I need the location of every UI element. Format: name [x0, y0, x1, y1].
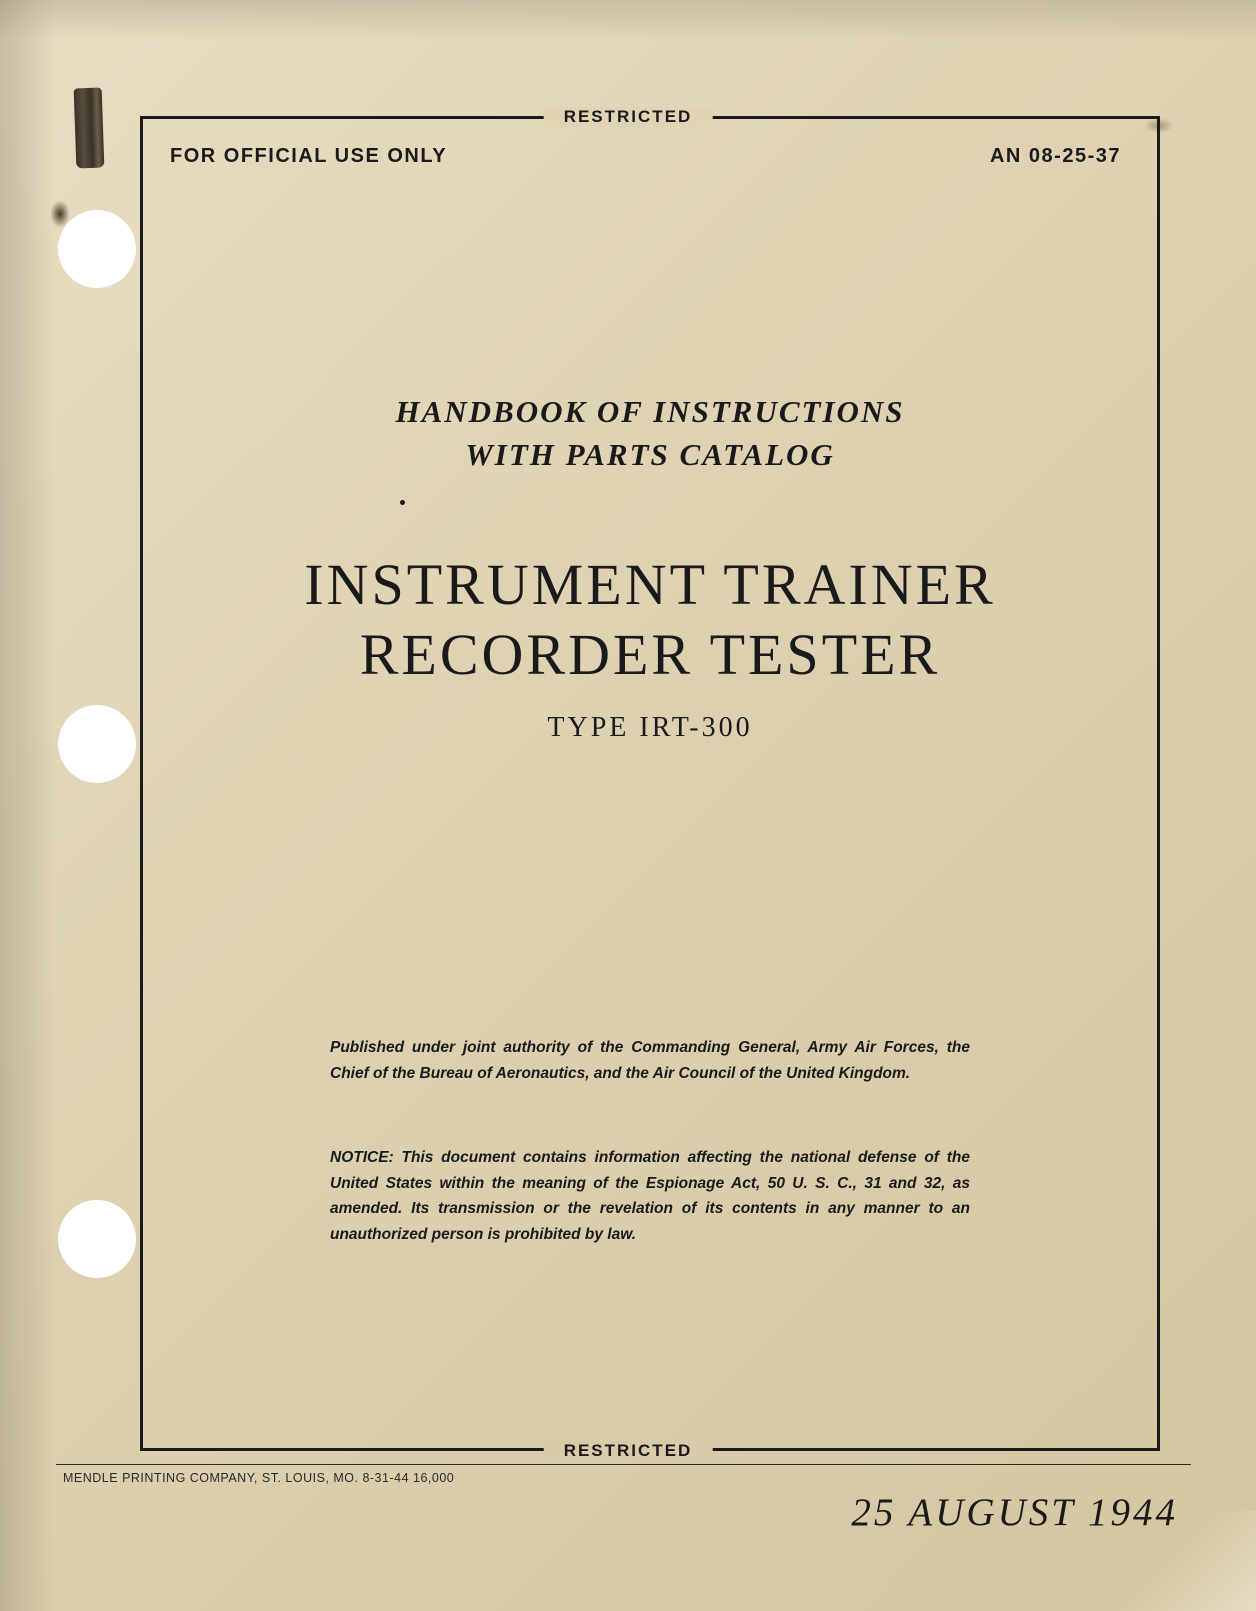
- content-border-frame: [140, 116, 1160, 1451]
- main-title: INSTRUMENT TRAINER RECORDER TESTER: [140, 550, 1160, 689]
- punch-hole-2: [58, 705, 136, 783]
- use-restriction-label: FOR OFFICIAL USE ONLY: [170, 145, 447, 168]
- document-page: RESTRICTED RESTRICTED FOR OFFICIAL USE O…: [0, 0, 1256, 1611]
- footer-rule: [56, 1464, 1191, 1465]
- punch-hole-1: [58, 210, 136, 288]
- main-title-line-1: INSTRUMENT TRAINER: [140, 550, 1160, 620]
- handbook-line-2: WITH PARTS CATALOG: [140, 433, 1160, 476]
- punch-hole-3: [58, 1200, 136, 1278]
- handbook-line-1: HANDBOOK OF INSTRUCTIONS: [140, 390, 1160, 433]
- type-designation: TYPE IRT-300: [140, 712, 1160, 744]
- edge-shadow-left: [0, 0, 55, 1611]
- staple-mark: [74, 88, 105, 169]
- classification-bottom: RESTRICTED: [544, 1441, 713, 1461]
- decorative-dot: [400, 500, 405, 505]
- main-title-line-2: RECORDER TESTER: [140, 620, 1160, 690]
- publication-date: 25 AUGUST 1944: [851, 1490, 1178, 1535]
- handbook-subtitle: HANDBOOK OF INSTRUCTIONS WITH PARTS CATA…: [140, 390, 1160, 477]
- classification-top: RESTRICTED: [544, 107, 713, 127]
- edge-shadow-top: [0, 0, 1256, 40]
- document-number: AN 08-25-37: [990, 145, 1121, 168]
- printer-info: MENDLE PRINTING COMPANY, ST. LOUIS, MO. …: [63, 1471, 454, 1485]
- authority-statement: Published under joint authority of the C…: [330, 1035, 970, 1086]
- espionage-notice: NOTICE: This document contains informati…: [330, 1145, 970, 1247]
